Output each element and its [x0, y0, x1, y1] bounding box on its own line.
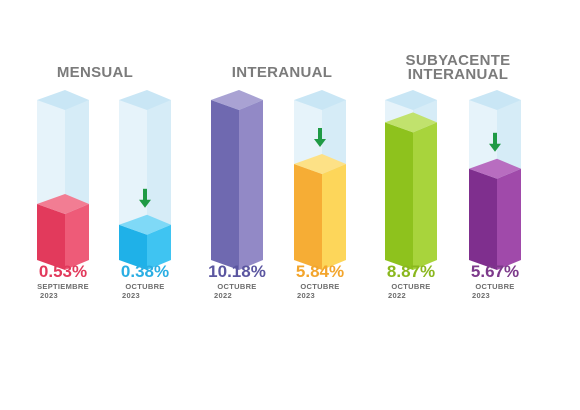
value-label-5: 5.67%	[471, 262, 519, 281]
fill-front-4	[385, 122, 413, 271]
glass-top-3	[294, 90, 346, 110]
labels-layer: 0.53%SEPTIEMBRE20230.38%OCTUBRE202310.18…	[37, 262, 519, 300]
fill-front-2	[211, 100, 239, 270]
year-label-4: 2022	[388, 291, 406, 300]
fill-side-5	[497, 168, 521, 270]
fill-top-1	[119, 214, 171, 235]
glass-top-1	[119, 90, 171, 110]
down-arrow-icon	[139, 188, 151, 208]
group-title-2: SUBYACENTE	[406, 52, 511, 69]
year-label-3: 2023	[297, 291, 315, 300]
glass-top-5	[469, 90, 521, 110]
bar-4	[385, 90, 437, 271]
group-title-line2-2: INTERANUAL	[408, 66, 509, 83]
fill-top-3	[294, 154, 346, 174]
value-label-3: 5.84%	[296, 262, 344, 281]
value-label-0: 0.53%	[39, 262, 87, 281]
fill-front-1	[119, 224, 147, 270]
fill-front-5	[469, 168, 497, 270]
glass-top-4	[385, 90, 437, 110]
period-label-5: OCTUBRE	[475, 282, 514, 291]
value-label-2: 10.18%	[208, 262, 266, 281]
bar-0	[37, 90, 89, 270]
group-title-0: MENSUAL	[57, 64, 133, 81]
period-label-1: OCTUBRE	[125, 282, 164, 291]
period-label-4: OCTUBRE	[391, 282, 430, 291]
fill-top-0	[37, 194, 89, 214]
fill-front-0	[37, 204, 65, 270]
fill-side-0	[65, 204, 89, 270]
period-label-0: SEPTIEMBRE	[37, 282, 89, 291]
fill-top-4	[385, 112, 437, 133]
period-label-2: OCTUBRE	[217, 282, 256, 291]
bar-1	[119, 90, 171, 270]
bar-2	[211, 90, 263, 270]
year-label-0: 2023	[40, 291, 58, 300]
down-arrow-icon	[314, 128, 326, 147]
fill-side-3	[322, 164, 346, 270]
fill-side-1	[147, 224, 171, 270]
fill-front-3	[294, 164, 322, 270]
bar-3	[294, 90, 346, 270]
glass-top-0	[37, 90, 89, 110]
value-label-1: 0.38%	[121, 262, 169, 281]
value-label-4: 8.87%	[387, 262, 435, 281]
bar-5	[469, 90, 521, 270]
fill-top-2	[211, 90, 263, 110]
fill-side-4	[413, 122, 437, 271]
group-title-1: INTERANUAL	[232, 64, 333, 81]
year-label-1: 2023	[122, 291, 140, 300]
year-label-2: 2022	[214, 291, 232, 300]
year-label-5: 2023	[472, 291, 490, 300]
fill-top-5	[469, 158, 521, 179]
fill-side-2	[239, 100, 263, 270]
bars-layer	[37, 90, 521, 271]
period-label-3: OCTUBRE	[300, 282, 339, 291]
down-arrow-icon	[489, 132, 501, 152]
